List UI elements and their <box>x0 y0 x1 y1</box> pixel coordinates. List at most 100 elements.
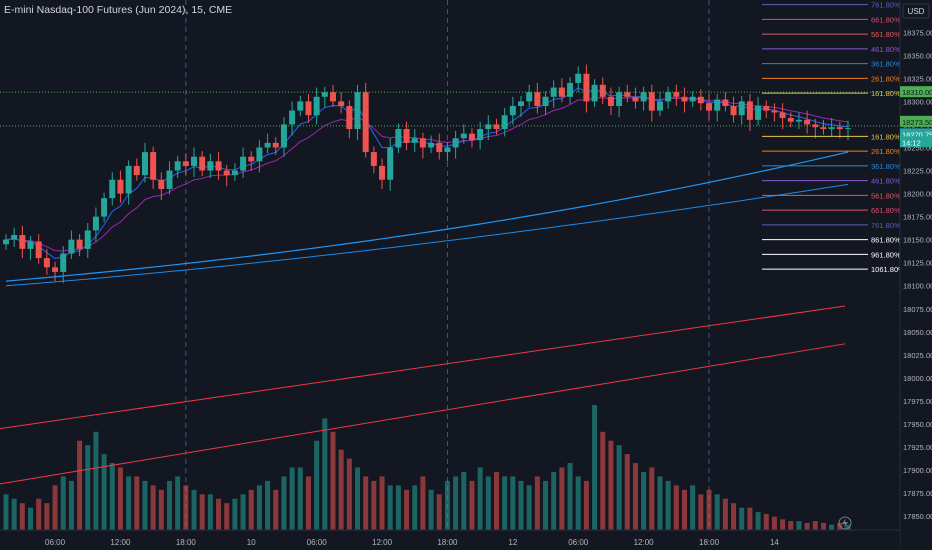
volume-bar <box>289 467 295 530</box>
volume-bar <box>265 480 271 530</box>
volume-bar <box>412 485 418 530</box>
volume-bar <box>191 489 197 530</box>
fib-extension[interactable]: 761.80% 661.80% 561.80% 461.80% 361.80% 261.8… <box>762 1 905 275</box>
candle-body <box>820 127 827 130</box>
price-tick-label: 18250.00 <box>903 143 932 152</box>
price-tick-label: 18100.00 <box>903 282 932 291</box>
time-axis[interactable]: 06:00 12:00 18:00 10 06:00 12:00 18:00 12 06:00 1… <box>0 529 900 550</box>
fib-level-label: 361.80% <box>871 162 901 171</box>
price-tick-label: 17900.00 <box>903 466 932 475</box>
candle-body <box>738 101 745 116</box>
candle-body <box>354 92 361 130</box>
candle-body <box>43 258 50 268</box>
price-tick-label: 18050.00 <box>903 328 932 337</box>
price-axis[interactable]: USD18375.0018350.0018325.0018300.0018275… <box>899 0 932 550</box>
fib-level-label: 761.80% <box>871 1 901 10</box>
volume-bar <box>820 522 826 530</box>
fib-level-label: 261.80% <box>871 147 901 156</box>
price-tick-label: 18175.00 <box>903 213 932 222</box>
fib-level-label: 961.80% <box>871 250 901 259</box>
volume-bar <box>682 489 688 530</box>
price-tick-label: 18000.00 <box>903 374 932 383</box>
currency-box[interactable] <box>902 3 930 19</box>
candle-body <box>52 267 59 272</box>
volume-bar <box>624 454 630 530</box>
candle-body <box>452 138 459 148</box>
volume-bar <box>297 467 303 530</box>
candle-body <box>240 156 247 171</box>
channel-lower-line[interactable] <box>0 343 846 485</box>
price-label-box <box>900 136 932 148</box>
candle-body <box>338 101 345 106</box>
candle-body <box>182 161 189 166</box>
candle-body <box>272 142 279 148</box>
candle-body <box>231 170 238 176</box>
volume-bar <box>322 418 328 530</box>
volume-bar <box>690 485 696 530</box>
candle-body <box>3 239 9 245</box>
candle-body <box>567 82 574 97</box>
candle-body <box>387 147 394 180</box>
fib-level-label: 761.80% <box>871 221 901 230</box>
fib-level-label: 161.80% <box>871 132 901 141</box>
candle-body <box>264 142 271 148</box>
volume-bar <box>199 494 205 530</box>
candle-body <box>223 170 230 176</box>
candle-body <box>76 239 83 249</box>
candle-body <box>681 96 688 102</box>
lightning-icon[interactable] <box>838 516 852 530</box>
candle-body <box>27 241 34 249</box>
volume-bar <box>788 521 794 530</box>
time-tick-label: 10 <box>247 538 256 547</box>
volume-bar <box>469 480 475 530</box>
time-tick-label: 18:00 <box>437 538 458 547</box>
candle-body <box>828 127 835 130</box>
volume-bar <box>436 494 442 530</box>
candle-body <box>68 239 75 254</box>
volume-bar <box>68 480 74 530</box>
time-tick-label: 12 <box>508 538 517 547</box>
volume-bar <box>575 476 581 530</box>
candle-body <box>493 124 500 130</box>
time-tick-label: 18:00 <box>699 538 720 547</box>
volume-bar <box>559 467 565 530</box>
volume-bar <box>453 476 459 530</box>
volume-bar <box>314 440 320 530</box>
candle-body <box>787 117 794 122</box>
candle-body <box>575 73 582 83</box>
fib-level-label: 661.80% <box>871 206 901 215</box>
candle-body <box>158 179 165 189</box>
candle-body <box>101 198 108 217</box>
chart-title: E-mini Nasdaq-100 Futures (Jun 2024), 15… <box>4 4 233 16</box>
moving-averages <box>5 87 849 287</box>
candle-body <box>174 161 181 171</box>
candle-body <box>836 127 843 130</box>
volume-bar <box>166 480 172 530</box>
trend-channel[interactable] <box>0 305 846 485</box>
price-label-box <box>900 128 932 140</box>
volume-bar <box>485 476 491 530</box>
candle-body <box>689 96 696 102</box>
candle-body <box>526 92 533 102</box>
volume-bar <box>583 480 589 530</box>
candle-body <box>436 142 443 153</box>
volume-bar <box>273 489 279 530</box>
channel-upper-line[interactable] <box>0 305 846 430</box>
candle-body <box>289 110 296 125</box>
volume-bar <box>665 480 671 530</box>
volume-bar <box>722 498 728 530</box>
volume-bar <box>158 489 164 530</box>
candle-body <box>795 119 802 122</box>
candle-body <box>632 96 639 102</box>
candle-body <box>468 133 475 141</box>
volume-bar <box>608 440 614 530</box>
price-tick-label: 17875.00 <box>903 489 932 498</box>
volume-bar <box>28 507 34 530</box>
volume-bar <box>543 480 549 530</box>
candle-body <box>656 101 663 111</box>
candle-body <box>305 101 312 116</box>
fib-level-label: 461.80% <box>871 45 901 54</box>
volume-bar <box>592 405 598 530</box>
volume-bar <box>355 467 361 530</box>
